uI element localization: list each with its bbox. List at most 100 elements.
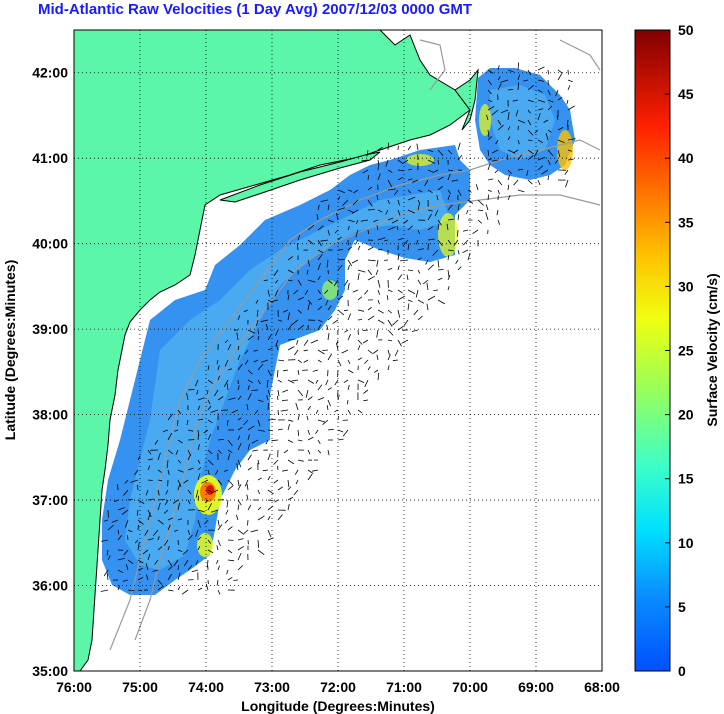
velocity-arrow (357, 357, 363, 361)
velocity-arrow (237, 552, 242, 561)
velocity-arrow (387, 354, 391, 361)
velocity-arrow (237, 417, 242, 421)
velocity-arrow (462, 249, 469, 254)
velocity-arrow (247, 519, 249, 526)
velocity-arrow (547, 149, 554, 157)
colorbar-tick-label: 35 (678, 214, 694, 230)
velocity-arrow (257, 489, 260, 495)
velocity-arrow (167, 573, 172, 581)
velocity-arrow (555, 89, 559, 97)
velocity-arrow (287, 496, 294, 501)
velocity-arrow (357, 245, 361, 251)
velocity-arrow (197, 473, 201, 481)
velocity-arrow (367, 306, 372, 311)
velocity-arrow (397, 209, 401, 216)
velocity-arrow (363, 389, 369, 394)
velocity-arrow (274, 289, 279, 297)
velocity-arrow (377, 146, 383, 151)
velocity-arrow (257, 399, 264, 402)
velocity-arrow (274, 499, 279, 503)
velocity-arrow (245, 359, 249, 365)
velocity-arrow (364, 359, 369, 364)
velocity-arrow (287, 439, 293, 443)
velocity-arrow (334, 409, 339, 413)
velocity-arrow (487, 69, 494, 74)
velocity-arrow (107, 524, 114, 531)
velocity-arrow (467, 189, 472, 193)
velocity-arrow (297, 429, 300, 437)
velocity-arrow (177, 459, 182, 464)
velocity-arrow (277, 319, 283, 322)
velocity-arrow (547, 105, 553, 111)
velocity-arrow (426, 282, 429, 291)
velocity-arrow (177, 565, 179, 571)
velocity-arrow (397, 289, 403, 294)
velocity-arrow (297, 309, 302, 314)
velocity-arrow (477, 199, 484, 206)
velocity-arrow (397, 238, 404, 241)
velocity-arrow (217, 539, 221, 547)
velocity-arrow (496, 209, 499, 216)
velocity-arrow (427, 295, 436, 301)
velocity-arrow (307, 224, 315, 231)
velocity-arrow (317, 239, 322, 247)
velocity-arrow (197, 587, 203, 591)
velocity-arrow (207, 433, 212, 441)
velocity-arrow (387, 142, 389, 151)
velocity-arrow (307, 473, 313, 481)
velocity-arrow (545, 133, 549, 141)
velocity-arrow (547, 129, 552, 133)
velocity-arrow (427, 226, 434, 231)
velocity-arrow (372, 349, 379, 355)
velocity-arrow (215, 469, 219, 475)
velocity-arrow (407, 303, 410, 311)
velocity-arrow (534, 129, 539, 134)
velocity-arrow (347, 259, 353, 267)
velocity-arrow (227, 576, 233, 581)
velocity-arrow (287, 312, 290, 321)
velocity-arrow (282, 469, 289, 472)
velocity-arrow (374, 369, 379, 373)
velocity-arrow (297, 279, 302, 286)
velocity-arrow (251, 439, 259, 444)
velocity-arrow (327, 399, 331, 407)
velocity-arrow (342, 199, 349, 206)
velocity-arrow (367, 199, 373, 207)
velocity-arrow (237, 363, 243, 371)
velocity-arrow (214, 389, 219, 397)
velocity-arrow (136, 509, 139, 516)
velocity-arrow (351, 259, 359, 264)
velocity-arrow (377, 372, 380, 381)
velocity-arrow (307, 279, 316, 283)
velocity-arrow (224, 339, 229, 344)
velocity-arrow (177, 419, 179, 426)
velocity-arrow (263, 279, 269, 281)
velocity-arrow (287, 479, 290, 488)
velocity-arrow (173, 529, 179, 532)
velocity-arrow (247, 443, 251, 451)
velocity-arrow (282, 309, 289, 313)
velocity-arrow (226, 499, 229, 508)
velocity-arrow (432, 249, 439, 256)
velocity-arrow (197, 444, 200, 451)
velocity-arrow (427, 238, 435, 241)
velocity-arrow (266, 379, 269, 388)
velocity-arrow (347, 246, 352, 251)
velocity-arrow (125, 564, 129, 571)
velocity-arrow (137, 524, 139, 531)
velocity-arrow (457, 189, 462, 196)
velocity-arrow (252, 449, 259, 452)
velocity-arrow (287, 346, 295, 351)
velocity-arrow (157, 546, 163, 551)
velocity-arrow (167, 469, 170, 476)
velocity-arrow (533, 149, 539, 157)
y-tick-label: 37:00 (32, 492, 68, 508)
velocity-arrow (397, 199, 400, 206)
velocity-arrow (280, 409, 289, 412)
velocity-arrow (447, 218, 455, 221)
velocity-arrow (205, 583, 209, 591)
velocity-arrow (122, 579, 129, 582)
velocity-arrow (517, 154, 523, 161)
velocity-arrow (364, 289, 369, 295)
velocity-arrow (104, 519, 109, 522)
